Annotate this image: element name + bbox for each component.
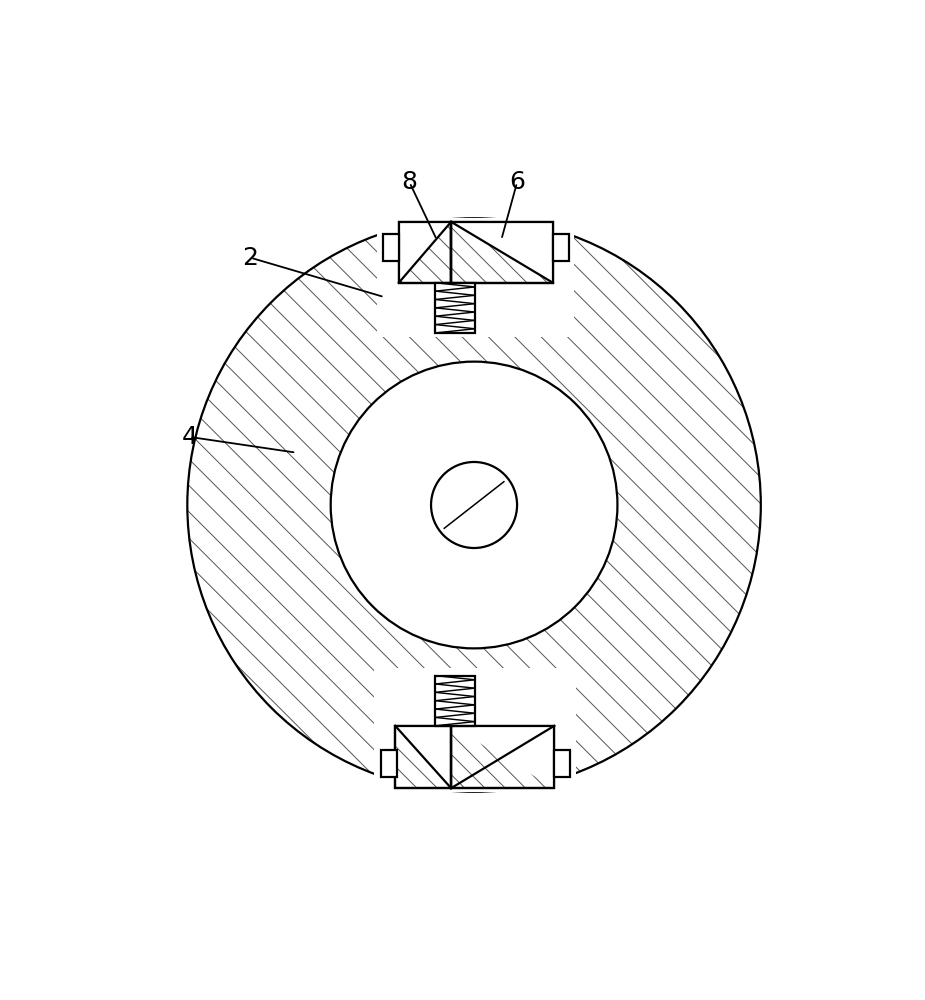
Bar [451,726,554,788]
Bar [377,218,574,337]
Bar [395,726,451,788]
Bar [436,283,475,333]
Bar [451,726,554,788]
Bar [399,222,451,283]
Text: 8: 8 [401,170,417,194]
Bar [395,726,451,788]
Text: 6: 6 [509,170,525,194]
Polygon shape [451,726,554,788]
Circle shape [431,462,517,548]
Bar [451,222,553,283]
Circle shape [331,362,618,648]
Polygon shape [451,222,553,283]
Bar [374,668,576,792]
Bar [451,222,553,283]
Polygon shape [395,726,451,788]
Bar [399,222,451,283]
Bar [436,676,475,726]
Circle shape [187,218,760,792]
Bar [553,234,569,261]
Polygon shape [399,222,451,283]
Bar [381,750,397,777]
Text: 4: 4 [181,425,197,449]
Text: 2: 2 [242,246,258,270]
Bar [554,750,570,777]
Bar [383,234,399,261]
